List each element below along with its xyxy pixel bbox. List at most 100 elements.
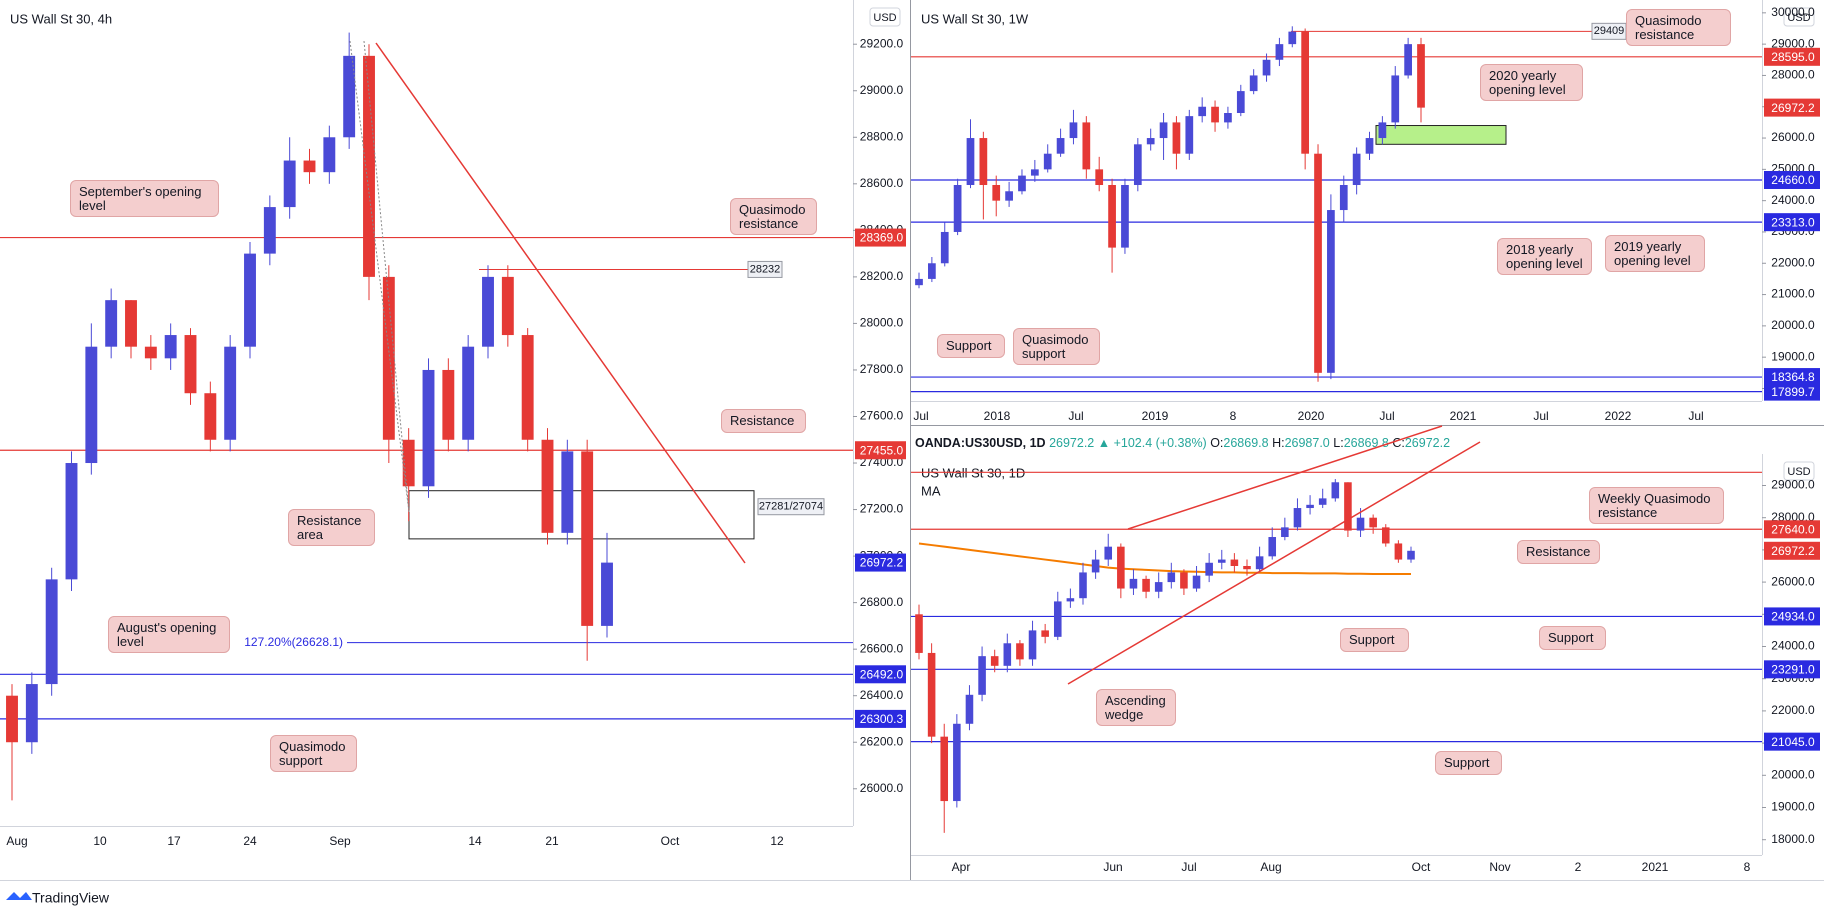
wedge-line bbox=[1127, 425, 1443, 530]
candle-body bbox=[992, 185, 1001, 201]
x-tick-label: 21 bbox=[545, 834, 559, 848]
x-tick-label: Jul bbox=[1533, 409, 1548, 423]
zone-label-box bbox=[757, 498, 825, 516]
candle-body bbox=[1133, 144, 1142, 186]
candle-body bbox=[85, 346, 98, 464]
candle-body bbox=[45, 579, 58, 685]
candle-body bbox=[482, 276, 494, 347]
price-tag bbox=[1764, 47, 1820, 66]
candle-body bbox=[105, 300, 118, 347]
candle-body bbox=[1314, 153, 1322, 373]
chart-title: US Wall St 30, 1D bbox=[921, 465, 1025, 480]
candle-body bbox=[1172, 122, 1181, 154]
price-tag-label: 17899.7 bbox=[1771, 385, 1815, 399]
candle-body bbox=[1369, 517, 1377, 528]
y-tick-label: 26000.0 bbox=[1771, 574, 1815, 588]
price-tag bbox=[1764, 520, 1820, 539]
y-tick-label: 19000.0 bbox=[1771, 800, 1815, 814]
candle-body bbox=[1180, 572, 1188, 589]
marker-box bbox=[747, 260, 783, 278]
x-tick-label: 24 bbox=[243, 834, 257, 848]
y-tick-label: 28000.0 bbox=[1771, 68, 1815, 82]
candle-body bbox=[1391, 75, 1400, 123]
candle-body bbox=[1344, 482, 1352, 531]
chart-title: US Wall St 30, 4h bbox=[10, 11, 112, 26]
x-tick-label: 8 bbox=[1230, 409, 1237, 423]
price-tag-label: 27455.0 bbox=[860, 443, 904, 457]
candle-body bbox=[1407, 550, 1415, 560]
candle-body bbox=[940, 736, 949, 802]
callout: August's opening level bbox=[108, 616, 230, 654]
price-tag bbox=[855, 665, 906, 684]
fib-ray bbox=[363, 40, 410, 513]
h-label: H: bbox=[1272, 436, 1285, 450]
candle-body bbox=[1082, 122, 1091, 170]
candle-body bbox=[953, 185, 962, 232]
x-tick-label: Oct bbox=[661, 834, 680, 848]
price-tag-label: 24934.0 bbox=[1771, 610, 1815, 624]
y-tick-label: 29000.0 bbox=[1771, 36, 1815, 50]
o-label: O: bbox=[1210, 436, 1223, 450]
price-tag bbox=[1764, 213, 1820, 232]
candle-body bbox=[204, 393, 217, 440]
candle-body bbox=[164, 335, 177, 359]
price-tag bbox=[855, 553, 906, 572]
demand-zone bbox=[1375, 125, 1507, 145]
y-tick-label: 26400.0 bbox=[860, 688, 904, 702]
candle-body bbox=[65, 463, 78, 580]
candle-body bbox=[1091, 559, 1100, 573]
y-tick-label: 27200.0 bbox=[860, 502, 904, 516]
zone-label: 27281/27074 bbox=[759, 501, 823, 513]
candle-body bbox=[966, 138, 975, 186]
c: 26972.2 bbox=[1405, 436, 1450, 450]
candle-body bbox=[940, 231, 949, 264]
candle-body bbox=[601, 562, 613, 626]
y-tick-label: 26600.0 bbox=[860, 641, 904, 655]
price-tag bbox=[855, 709, 906, 728]
candle-body bbox=[363, 55, 375, 277]
x-tick-label: 14 bbox=[468, 834, 482, 848]
candle-body bbox=[1129, 578, 1138, 589]
candle-body bbox=[1243, 565, 1251, 570]
o: 26869.8 bbox=[1223, 436, 1268, 450]
y-tick-label: 29000.0 bbox=[1771, 478, 1815, 492]
price-tag-label: 27640.0 bbox=[1771, 522, 1815, 536]
candle-body bbox=[1417, 44, 1425, 108]
x-tick-label: Jul bbox=[1688, 409, 1703, 423]
marker-label: 28232 bbox=[750, 263, 781, 275]
price-tag bbox=[1764, 660, 1820, 679]
candle-body bbox=[1056, 138, 1065, 154]
x-tick-label: 2019 bbox=[1142, 409, 1169, 423]
callout: Quasimodo support bbox=[270, 735, 357, 773]
currency-box bbox=[1783, 7, 1815, 27]
candle-body bbox=[928, 263, 936, 279]
symbol: OANDA:US30USD, 1D bbox=[915, 436, 1046, 450]
candle-body bbox=[125, 300, 137, 347]
callout: Weekly Quasimodo resistance bbox=[1589, 487, 1724, 525]
y-tick-label: 20000.0 bbox=[1771, 767, 1815, 781]
candle-body bbox=[1142, 578, 1150, 592]
price-tag-label: 28369.0 bbox=[860, 231, 904, 245]
candle-body bbox=[442, 369, 455, 440]
callout: Resistance bbox=[1517, 540, 1600, 564]
candle-body bbox=[1255, 556, 1264, 570]
y-tick-label: 26800.0 bbox=[860, 595, 904, 609]
price-tag-label: 23291.0 bbox=[1771, 663, 1815, 677]
candle-body bbox=[915, 614, 923, 653]
candle-body bbox=[1192, 575, 1201, 589]
candle-body bbox=[224, 346, 237, 440]
callout: Support bbox=[937, 334, 1005, 358]
x-tick-label: Apr bbox=[952, 860, 971, 874]
y-tick-label: 21000.0 bbox=[1771, 287, 1815, 301]
x-tick-label: 17 bbox=[167, 834, 181, 848]
candle-body bbox=[1117, 546, 1125, 589]
callout: 2020 yearly opening level bbox=[1480, 64, 1583, 102]
candle-body bbox=[1352, 153, 1361, 186]
candle-body bbox=[1079, 572, 1087, 599]
currency: USD bbox=[1787, 466, 1810, 478]
change: ▲ +102.4 (+0.38%) bbox=[1098, 436, 1207, 450]
callout: Support bbox=[1340, 628, 1409, 652]
candle-body bbox=[343, 55, 356, 138]
x-tick-label: Jul bbox=[1379, 409, 1394, 423]
